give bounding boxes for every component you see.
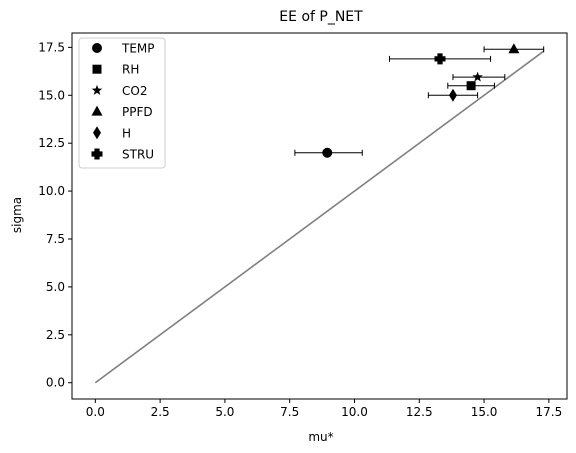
plot-frame: [71, 32, 568, 400]
x-tick-label-1: 2.5: [151, 405, 170, 419]
circle-marker-icon: [92, 43, 102, 53]
series-temp: [294, 147, 363, 158]
marker-stru: [434, 53, 446, 65]
y-tick-label-3: 7.5: [46, 232, 65, 246]
chart-title: EE of P_NET: [279, 9, 363, 25]
marker-h: [448, 88, 457, 102]
marker-temp: [322, 147, 333, 158]
series-ppfd: [483, 43, 545, 54]
y-tick-label-1: 2.5: [46, 328, 65, 342]
x-tick-label-6: 15.0: [471, 405, 498, 419]
x-tick-label-2: 5.0: [215, 405, 234, 419]
series-co2: [452, 71, 506, 82]
reference-line: [94, 50, 545, 384]
y-tick-label-4: 10.0: [38, 184, 65, 198]
diamond-marker-icon: [93, 126, 101, 140]
legend-label-ppfd: PPFD: [122, 105, 153, 119]
plot-area: [94, 43, 545, 384]
square-marker-icon: [92, 64, 102, 74]
legend-label-co2: CO2: [122, 84, 147, 98]
x-tick-label-4: 10.0: [341, 405, 368, 419]
series-rh: [447, 81, 495, 91]
marker-rh: [466, 81, 476, 91]
y-tick-label-7: 17.5: [38, 40, 65, 54]
legend-label-temp: TEMP: [121, 42, 155, 56]
legend-label-rh: RH: [122, 63, 139, 77]
x-tick-label-7: 17.5: [535, 405, 562, 419]
star-marker-icon: [91, 84, 103, 95]
x-tick-label-0: 0.0: [86, 405, 105, 419]
plus-marker-icon: [91, 148, 103, 160]
axes: 0.0 2.5 5.0 7.5 10.0 12.5 15.0 17.5 0.0 2.5 5.0 7.5…: [38, 32, 568, 419]
triangle-marker-icon: [91, 105, 103, 116]
series-stru: [388, 53, 492, 65]
legend-label-stru: STRU: [122, 148, 154, 162]
y-tick-label-5: 12.5: [38, 136, 65, 150]
marker-ppfd: [508, 43, 520, 54]
legend-label-h: H: [122, 126, 131, 140]
x-tick-label-3: 7.5: [280, 405, 299, 419]
series-h: [427, 88, 479, 102]
y-tick-label-0: 0.0: [46, 376, 65, 390]
marker-co2: [472, 71, 483, 82]
y-axis-title: sigma: [10, 197, 24, 233]
legend: TEMP RH CO2 PPFD H STRU: [78, 37, 166, 169]
y-tick-label-6: 15.0: [38, 88, 65, 102]
x-axis-title: mu*: [308, 430, 333, 444]
x-tick-label-5: 12.5: [406, 405, 433, 419]
y-tick-label-2: 5.0: [46, 280, 65, 294]
